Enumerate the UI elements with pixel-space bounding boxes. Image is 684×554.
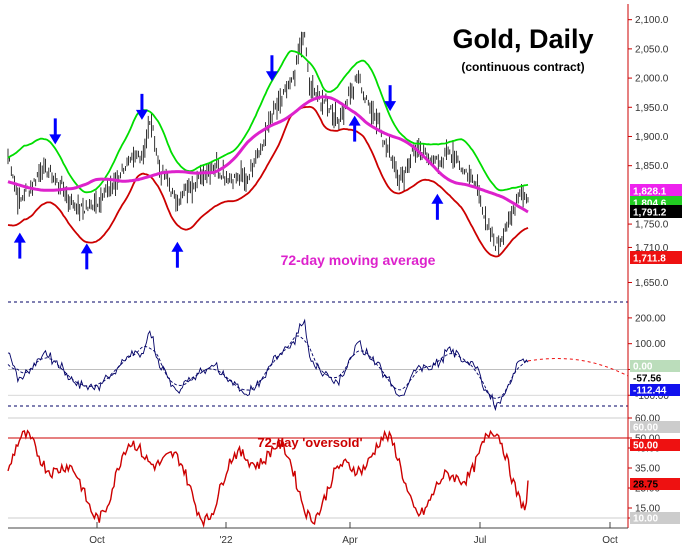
series-macd-projection: [527, 358, 629, 377]
macd-tick-label: 100.00: [635, 339, 666, 350]
oscillator-tag: 10.00: [630, 512, 680, 525]
chart-subtitle: (continuous contract): [461, 60, 584, 74]
macd-tag-label: 0.00: [633, 362, 653, 373]
oscillator-tick-label: 35.00: [635, 464, 660, 475]
moving-average-label: 72-day moving average: [281, 252, 436, 268]
oscillator-tag-label: 28.75: [633, 480, 658, 491]
macd-panel: [7, 318, 629, 412]
chart-title: Gold, Daily: [452, 24, 593, 54]
x-tick-label: Oct: [602, 535, 618, 546]
oscillator-tag-label: 50.00: [633, 441, 658, 452]
oscillator-tag: 50.00: [630, 439, 680, 452]
oversold-label: 72-day 'oversold': [257, 435, 362, 450]
macd-tag: 0.00: [630, 360, 680, 373]
series-lower-band: [7, 105, 529, 258]
price-tick-label: 2,100.0: [635, 15, 669, 26]
arrow-down-3: [135, 93, 148, 120]
price-tag-label: 1,791.2: [633, 208, 667, 219]
text-layer: Gold, Daily (continuous contract) 72-day…: [257, 24, 593, 450]
arrow-up-2: [80, 243, 93, 270]
series-upper-band: [7, 49, 529, 194]
arrow-up-8: [431, 193, 444, 220]
arrow-down-7: [384, 85, 397, 112]
price-tick-label: 1,750.0: [635, 220, 669, 231]
grid-layer: [8, 301, 628, 407]
macd-tag-label: -57.56: [633, 374, 662, 385]
price-tag-label: 1,828.1: [633, 187, 667, 198]
macd-tick-label: 200.00: [635, 313, 666, 324]
price-tick-label: 2,050.0: [635, 44, 669, 55]
oscillator-tag: 28.75: [630, 478, 680, 491]
x-tick-label: Apr: [342, 535, 358, 546]
price-tick-label: 2,000.0: [635, 74, 669, 85]
arrow-up-4: [171, 241, 184, 268]
series-macd-signal: [7, 335, 529, 399]
oscillator-tick-label: 15.00: [635, 504, 660, 515]
oscillator-tag-label: 60.00: [633, 423, 658, 434]
oscillator-panel: [7, 417, 628, 529]
price-tag-label: 1,804.6: [633, 199, 667, 210]
x-tick-label: '22: [219, 535, 232, 546]
price-tag-label: 1,711.8: [633, 254, 666, 265]
x-tick-label: Jul: [474, 535, 487, 546]
x-tick-label: Oct: [89, 535, 105, 546]
series-moving-average: [7, 95, 529, 214]
price-tag: 1,711.8: [630, 251, 682, 265]
price-tick-label: 1,950.0: [635, 103, 669, 114]
price-tag: 1,791.2: [630, 205, 682, 219]
price-tag: 1,828.1: [630, 184, 682, 198]
arrow-up-0: [13, 232, 26, 259]
series-macd: [7, 318, 529, 412]
macd-tag-label: -112.44: [633, 386, 667, 397]
oscillator-tag-label: 10.00: [633, 514, 658, 525]
macd-tag: -57.56: [630, 372, 680, 385]
arrow-down-1: [49, 118, 62, 145]
macd-tag: -112.44: [630, 384, 680, 397]
oscillator-tag: 60.00: [630, 421, 680, 434]
price-tick-label: 1,650.0: [635, 278, 669, 289]
macd-tick-label: -100.00: [635, 391, 669, 402]
series-oscillator: [7, 429, 529, 529]
price-tick-label: 1,850.0: [635, 161, 669, 172]
arrow-up-6: [348, 115, 361, 142]
price-tick-label: 1,710.0: [635, 243, 669, 254]
price-panel: [7, 31, 529, 270]
price-tick-label: 1,900.0: [635, 132, 669, 143]
oscillator-tick-label: 60.00: [635, 414, 660, 425]
tags-layer: 1,828.11,804.61,791.21,711.80.00-57.56-1…: [630, 184, 682, 525]
arrow-down-5: [265, 55, 278, 82]
